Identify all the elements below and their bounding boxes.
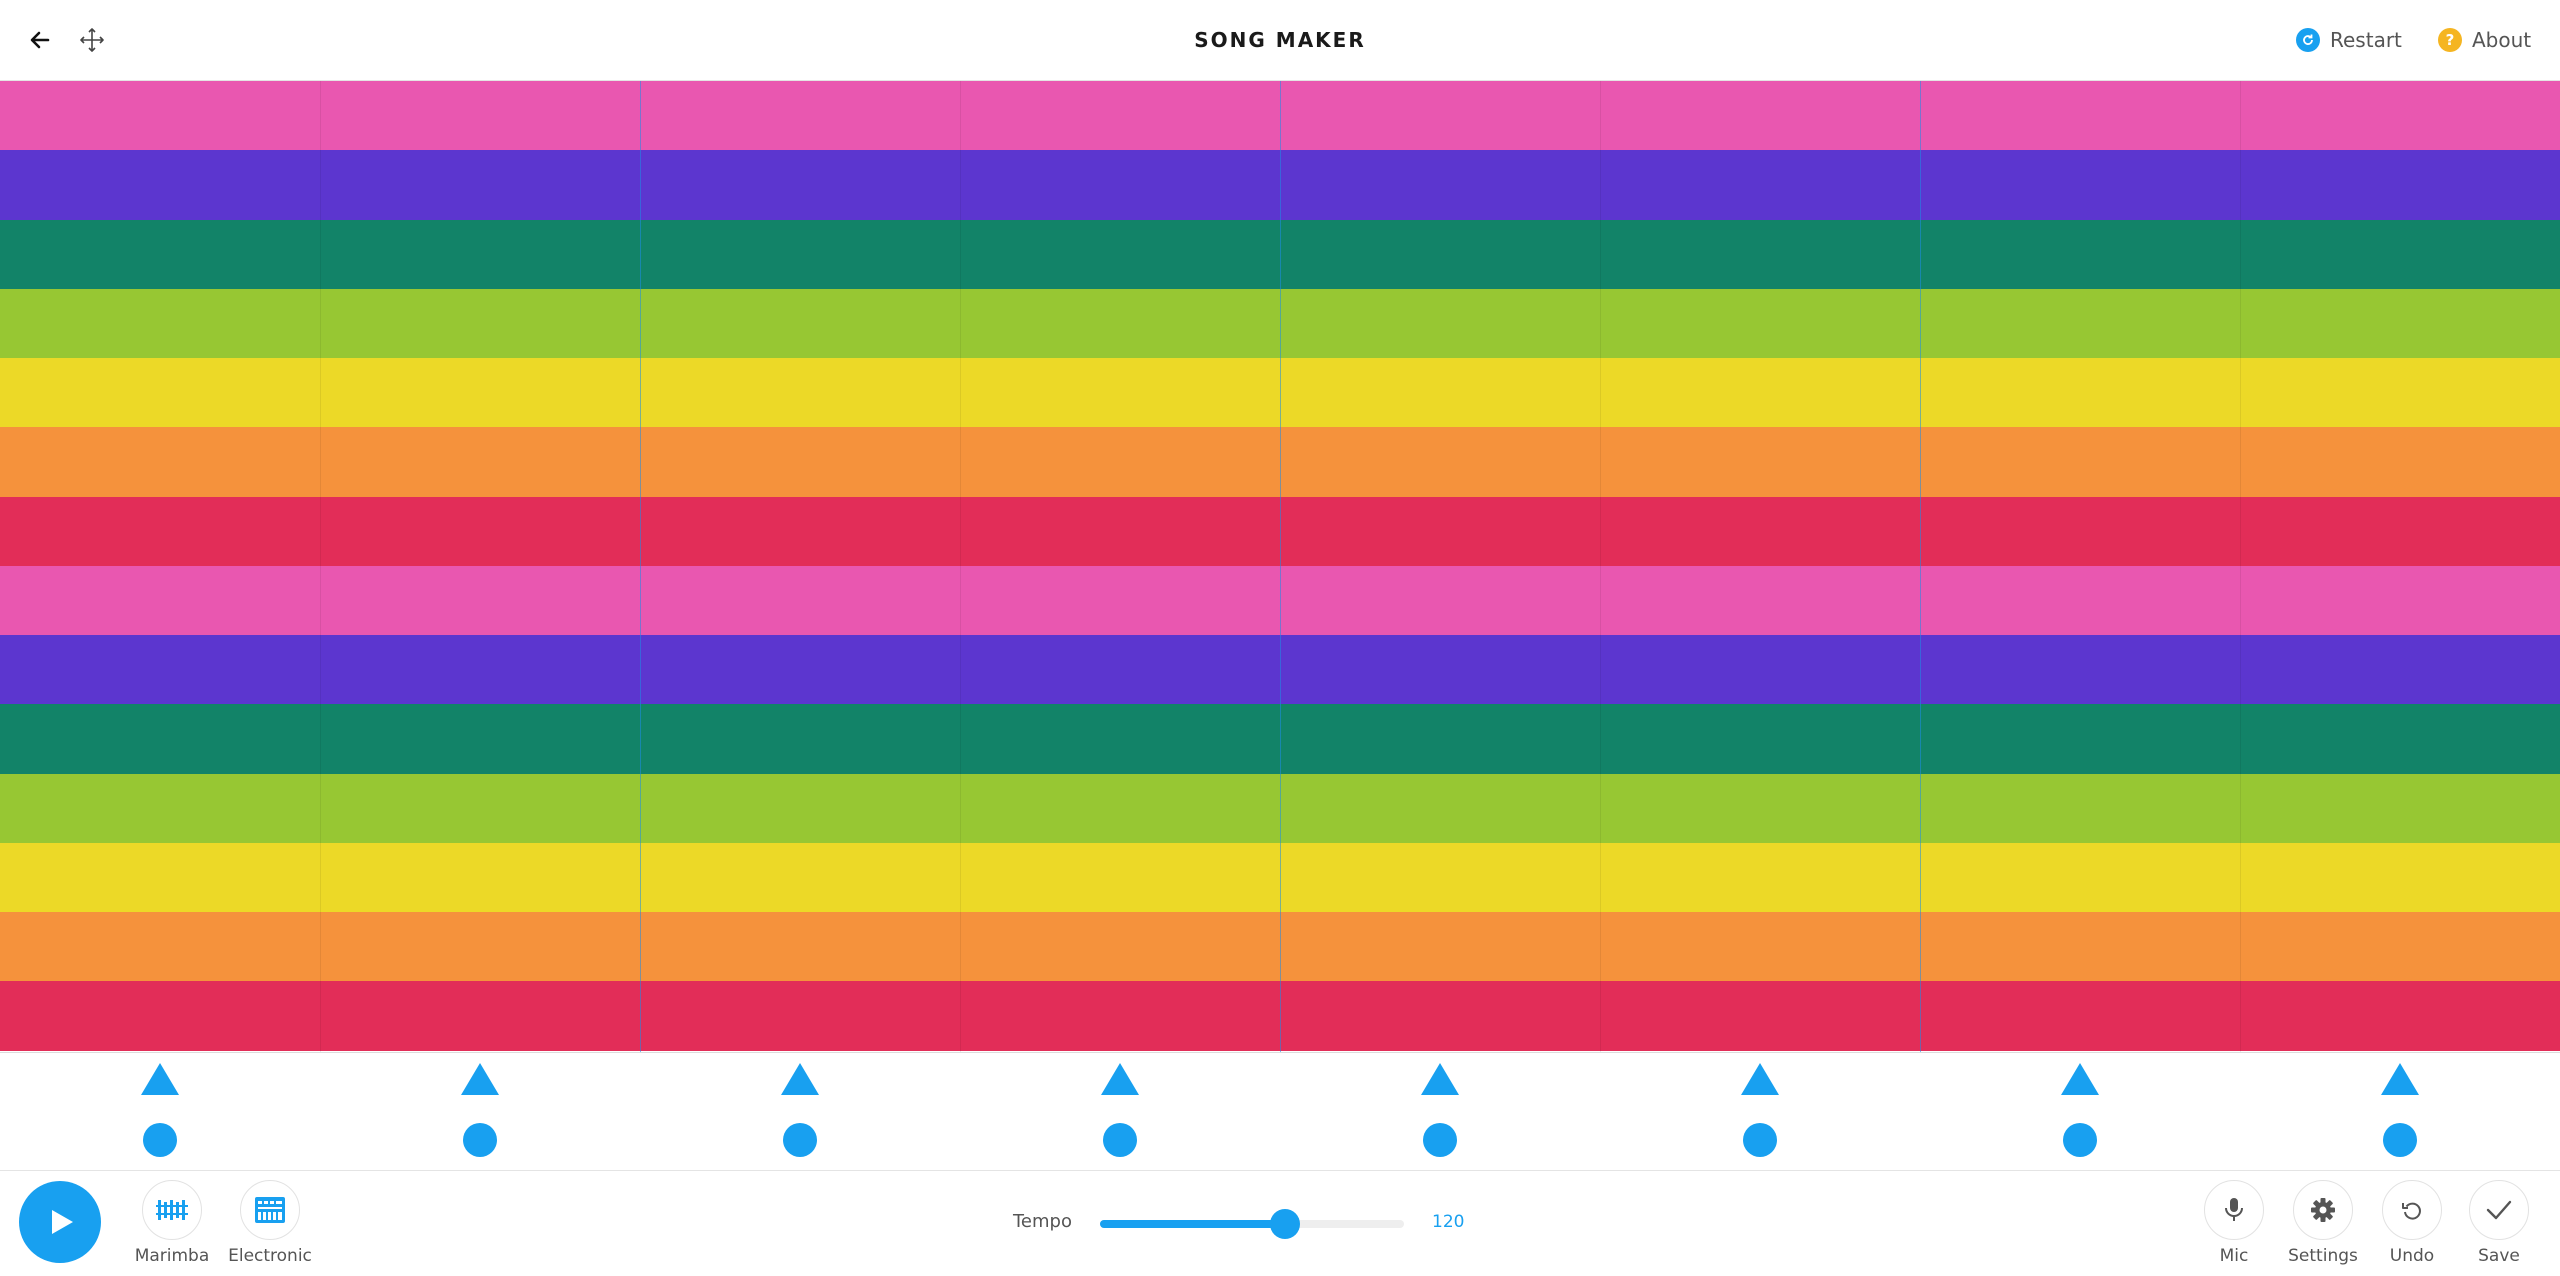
about-label: About: [2472, 28, 2532, 52]
save-button[interactable]: Save: [2469, 1180, 2529, 1266]
note-row[interactable]: [0, 981, 2560, 1052]
tempo-value: 120: [1432, 1212, 1465, 1232]
note-row[interactable]: [0, 704, 2560, 775]
circle-note-icon[interactable]: [1103, 1123, 1137, 1157]
top-bar: SONG MAKER Restart ? About: [0, 0, 2560, 81]
checkmark-icon: [2486, 1200, 2512, 1220]
tempo-slider-handle[interactable]: [1270, 1209, 1301, 1239]
triangle-note-icon[interactable]: [141, 1063, 179, 1095]
note-row[interactable]: [0, 565, 2560, 636]
note-row[interactable]: [0, 288, 2560, 359]
circle-note-icon[interactable]: [2383, 1123, 2417, 1157]
marimba-icon: [156, 1200, 188, 1220]
save-label: Save: [2478, 1246, 2520, 1266]
note-row[interactable]: [0, 81, 2560, 151]
tempo-slider[interactable]: [1100, 1209, 1404, 1239]
move-arrows-icon: [80, 28, 104, 52]
play-icon: [52, 1210, 73, 1234]
help-icon: ?: [2438, 28, 2462, 52]
percussion-label: Electronic: [228, 1246, 312, 1266]
circle-note-icon[interactable]: [783, 1123, 817, 1157]
undo-label: Undo: [2389, 1246, 2435, 1266]
triangle-note-icon[interactable]: [2381, 1063, 2419, 1095]
move-button[interactable]: [70, 18, 114, 62]
gear-icon: [2311, 1198, 2335, 1222]
restart-icon: [2296, 28, 2320, 52]
circle-note-icon[interactable]: [1743, 1123, 1777, 1157]
percussion-button[interactable]: Electronic: [228, 1180, 312, 1266]
restart-button[interactable]: Restart: [2296, 24, 2402, 56]
settings-button[interactable]: Settings: [2288, 1180, 2358, 1266]
tempo-label: Tempo: [1013, 1211, 1072, 1232]
circle-note-icon[interactable]: [2063, 1123, 2097, 1157]
triangle-note-icon[interactable]: [1421, 1063, 1459, 1095]
triangle-note-icon[interactable]: [2061, 1063, 2099, 1095]
instrument-label: Marimba: [134, 1246, 210, 1266]
about-button[interactable]: ? About: [2438, 24, 2531, 56]
note-row[interactable]: [0, 773, 2560, 844]
back-button[interactable]: [18, 18, 62, 62]
circle-note-icon[interactable]: [463, 1123, 497, 1157]
triangle-note-icon[interactable]: [781, 1063, 819, 1095]
note-row[interactable]: [0, 842, 2560, 913]
note-row[interactable]: [0, 358, 2560, 428]
tempo-slider-fill: [1100, 1220, 1286, 1228]
undo-button[interactable]: Undo: [2382, 1180, 2442, 1266]
page-title: SONG MAKER: [1194, 28, 1366, 52]
triangle-note-icon[interactable]: [1741, 1063, 1779, 1095]
play-button[interactable]: [19, 1181, 101, 1263]
note-row[interactable]: [0, 496, 2560, 567]
instrument-button[interactable]: Marimba: [134, 1180, 210, 1266]
restart-label: Restart: [2330, 28, 2402, 52]
percussion-grid[interactable]: [0, 1052, 2560, 1171]
note-row[interactable]: [0, 635, 2560, 705]
microphone-icon: [2225, 1198, 2243, 1221]
mic-button[interactable]: Mic: [2204, 1180, 2264, 1266]
melody-grid[interactable]: [0, 81, 2560, 1052]
mic-label: Mic: [2219, 1246, 2249, 1266]
note-row[interactable]: [0, 427, 2560, 498]
note-row[interactable]: [0, 912, 2560, 982]
settings-label: Settings: [2288, 1246, 2358, 1266]
arrow-left-icon: [30, 31, 50, 49]
electronic-drum-icon: [255, 1197, 285, 1223]
note-row[interactable]: [0, 150, 2560, 221]
note-row[interactable]: [0, 219, 2560, 290]
triangle-note-icon[interactable]: [461, 1063, 499, 1095]
circle-note-icon[interactable]: [143, 1123, 177, 1157]
triangle-note-icon[interactable]: [1101, 1063, 1139, 1095]
undo-icon: [2402, 1202, 2421, 1220]
circle-note-icon[interactable]: [1423, 1123, 1457, 1157]
